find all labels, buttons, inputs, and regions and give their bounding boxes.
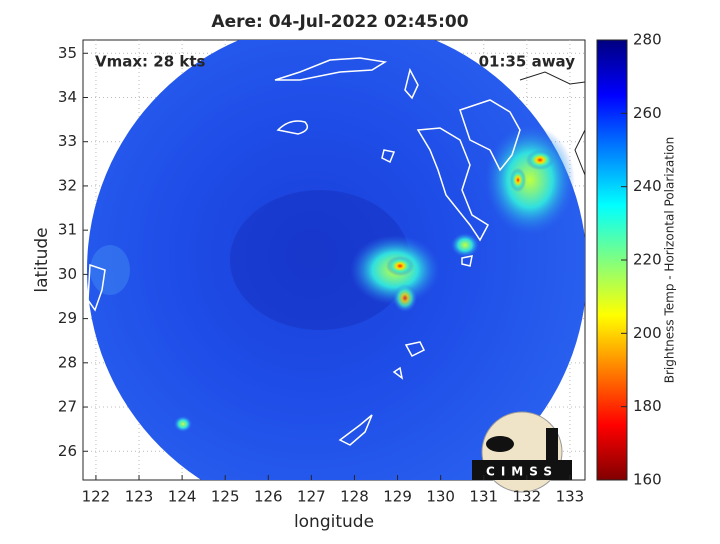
y-tick-label: 30 (58, 265, 77, 283)
colorbar-tick-label: 160 (633, 471, 662, 489)
colorbar-label: Brightness Temp - Horizontal Polarizatio… (663, 137, 677, 384)
time-annotation: 01:35 away (479, 53, 576, 71)
coastline (87, 57, 521, 446)
logo-text: CIMSS (486, 465, 558, 479)
vmax-annotation: Vmax: 28 kts (95, 53, 205, 71)
logo-bar (472, 460, 572, 480)
convection (451, 233, 479, 257)
y-tick-label: 28 (58, 353, 77, 371)
colorbar-tick-label: 180 (633, 397, 662, 415)
x-tick-label: 126 (254, 488, 283, 506)
convection (510, 168, 526, 192)
colorbar-tick-label: 280 (633, 31, 662, 49)
x-tick-label: 122 (82, 488, 111, 506)
x-tick-label: 128 (340, 488, 369, 506)
x-tick-label: 133 (556, 488, 585, 506)
y-tick-label: 27 (58, 398, 77, 416)
band (90, 245, 130, 295)
convection (393, 284, 417, 312)
y-tick-label: 26 (58, 442, 77, 460)
y-tick-label: 31 (58, 221, 77, 239)
convection (386, 256, 414, 276)
colorbar-tick-label: 240 (633, 177, 662, 195)
colorbar-tick-label: 200 (633, 324, 662, 342)
x-tick-label: 131 (469, 488, 498, 506)
colorbar-tick-label: 220 (633, 251, 662, 269)
logo-tower (546, 428, 558, 460)
convection (485, 125, 575, 235)
y-tick-label: 34 (58, 88, 77, 106)
y-tick-label: 32 (58, 176, 77, 194)
x-tick-label: 124 (168, 488, 197, 506)
x-tick-label: 127 (297, 488, 326, 506)
outer-coastline (519, 71, 586, 176)
y-axis-label: latitude (32, 227, 52, 292)
logo-dish (486, 436, 514, 452)
y-tick-label: 33 (58, 132, 77, 150)
colorbar-tick-label: 260 (633, 104, 662, 122)
title: Aere: 04-Jul-2022 02:45:00 (211, 12, 468, 32)
y-tick-label: 35 (58, 44, 77, 62)
x-tick-label: 129 (383, 488, 412, 506)
x-tick-label: 130 (426, 488, 455, 506)
x-tick-label: 123 (125, 488, 154, 506)
satellite-image (87, 40, 585, 480)
x-axis-label: longitude (294, 512, 374, 532)
y-tick-label: 29 (58, 309, 77, 327)
x-tick-label: 125 (211, 488, 240, 506)
logo: CIMSS (472, 411, 572, 493)
convection (526, 150, 554, 170)
x-tick-label: 132 (513, 488, 542, 506)
convection (174, 416, 192, 432)
